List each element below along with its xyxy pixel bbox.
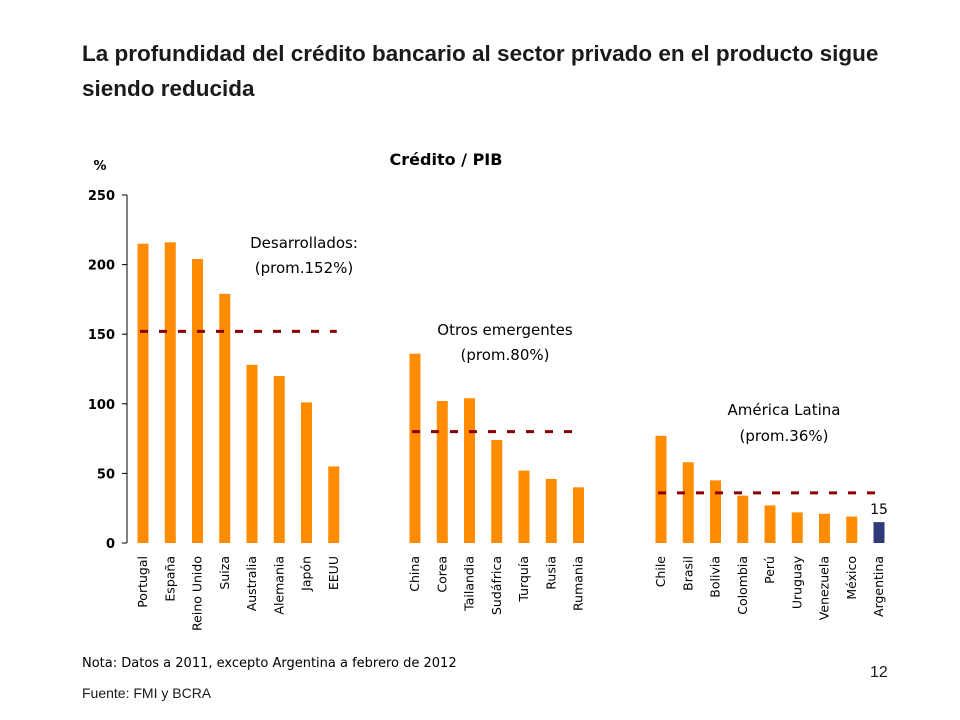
bar-australia: [246, 364, 258, 543]
bar-venezuela: [819, 513, 830, 543]
y-tick-label: 200: [88, 259, 115, 274]
category-label: México: [844, 556, 859, 600]
bar-corea: [436, 401, 448, 543]
category-label: Portugal: [135, 556, 150, 608]
category-label: Rumania: [571, 556, 586, 611]
y-axis-unit-label: %: [93, 159, 106, 174]
category-label: Rusia: [543, 556, 558, 590]
y-tick-label: 0: [106, 537, 115, 552]
y-tick-label: 250: [88, 189, 115, 204]
category-label: Japón: [299, 556, 314, 592]
bar-jap-n: [301, 402, 312, 543]
category-label: Sudáfrica: [489, 556, 504, 615]
bar-sud-frica: [491, 439, 503, 543]
slide-title: La profundidad del crédito bancario al s…: [82, 41, 879, 101]
data-label: 15: [870, 502, 888, 518]
bar-china: [409, 353, 421, 543]
chart-title: Crédito / PIB: [390, 150, 503, 169]
category-label: Brasil: [680, 556, 695, 591]
category-label: Perú: [762, 556, 777, 584]
bar-bolivia: [710, 480, 721, 543]
bar-alemania: [273, 375, 285, 543]
category-label: Colombia: [735, 556, 750, 615]
group-label: Desarrollados:: [250, 234, 358, 252]
category-label: Suiza: [217, 556, 232, 590]
group-average-label: (prom.152%): [255, 259, 354, 277]
category-label: Tailandia: [462, 556, 477, 612]
bar-argentina: [873, 522, 885, 543]
group-label: Otros emergentes: [437, 321, 573, 339]
bar-per-: [764, 505, 776, 543]
category-label: Argentina: [871, 556, 886, 617]
category-label: Turquía: [516, 556, 531, 603]
category-label: Australia: [244, 556, 259, 611]
page-number: 12: [870, 664, 888, 681]
chart-note: Nota: Datos a 2011, excepto Argentina a …: [82, 656, 457, 671]
y-tick-label: 150: [88, 328, 115, 343]
category-label: Bolivia: [708, 556, 723, 598]
bar-chile: [655, 435, 667, 543]
bar-eeuu: [328, 466, 340, 543]
bar-turqu-a: [518, 470, 530, 543]
source-note: Fuente: FMI y BCRA: [82, 685, 212, 701]
bar-colombia: [737, 495, 749, 543]
category-label: Chile: [653, 556, 668, 588]
bar-suiza: [219, 293, 231, 543]
bar-reino-unido: [192, 259, 203, 543]
bar-m-xico: [846, 516, 858, 543]
group-average-label: (prom.36%): [740, 427, 829, 445]
category-label: Alemania: [271, 556, 286, 615]
bar-uruguay: [791, 512, 803, 543]
category-label: España: [162, 556, 177, 602]
bar-rumania: [573, 487, 584, 543]
group-average-label: (prom.80%): [461, 346, 550, 364]
bar-portugal: [137, 243, 149, 543]
bar-rusia: [545, 478, 557, 543]
category-label: Corea: [434, 556, 449, 593]
category-label: China: [407, 556, 422, 592]
category-label: Uruguay: [789, 555, 804, 609]
group-label: América Latina: [728, 401, 841, 419]
category-label: EEUU: [326, 556, 341, 590]
category-label: Venezuela: [817, 556, 832, 620]
bar-brasil: [682, 462, 694, 543]
y-tick-label: 100: [88, 398, 115, 413]
category-label: Reino Unido: [190, 556, 205, 631]
bar-tailandia: [464, 398, 475, 543]
bar-espa-a: [164, 242, 176, 543]
y-tick-label: 50: [97, 467, 115, 482]
